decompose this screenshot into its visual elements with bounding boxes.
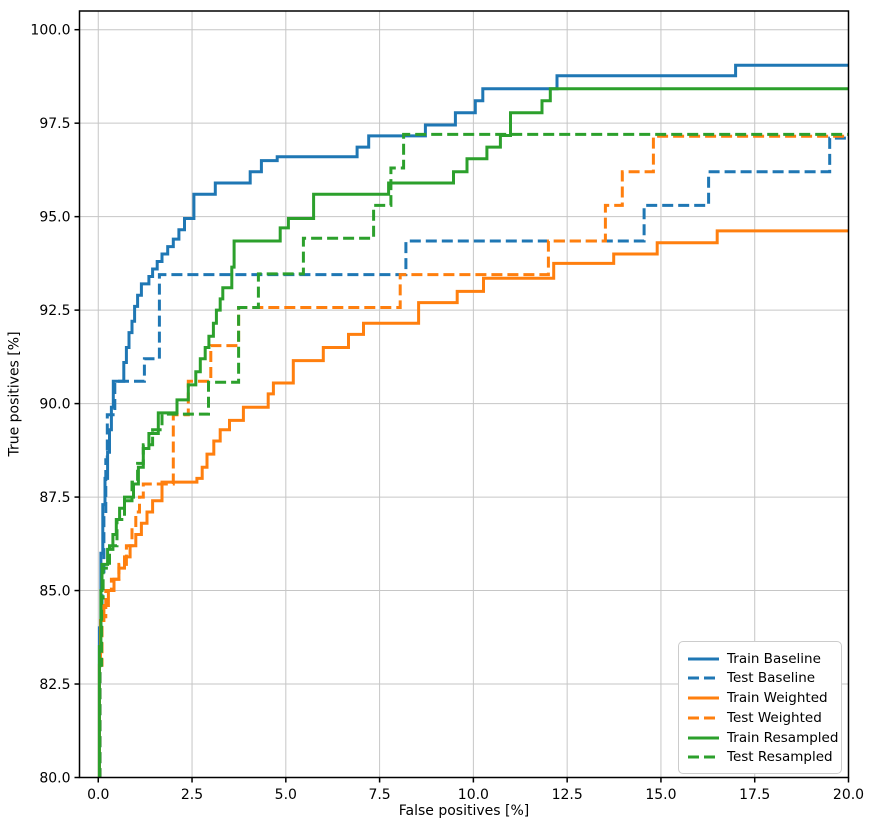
legend-item-test-baseline: Test Baseline bbox=[688, 669, 835, 688]
legend-item-train-baseline: Train Baseline bbox=[688, 649, 835, 668]
x-tick-label: 0.0 bbox=[87, 787, 109, 803]
y-tick-label: 97.5 bbox=[39, 116, 70, 132]
legend-item-test-resampled: Test Resampled bbox=[688, 748, 835, 767]
curve-train-weighted bbox=[97, 229, 849, 778]
legend-item-train-resampled: Train Resampled bbox=[688, 728, 839, 747]
curve-test-weighted bbox=[98, 134, 849, 778]
legend-sample-train-baseline bbox=[688, 657, 719, 660]
legend-label: Train Baseline bbox=[727, 650, 821, 667]
legend-item-test-weighted: Test Weighted bbox=[688, 708, 835, 727]
x-tick-label: 15.0 bbox=[645, 787, 676, 803]
y-tick-label: 92.5 bbox=[39, 303, 70, 319]
legend-label: Train Weighted bbox=[727, 690, 828, 707]
x-tick-label: 12.5 bbox=[552, 787, 583, 803]
legend-label: Test Resampled bbox=[727, 749, 833, 766]
gridlines bbox=[79, 11, 849, 778]
y-tick-label: 100.0 bbox=[30, 23, 70, 39]
y-tick-label: 90.0 bbox=[39, 397, 70, 413]
legend-sample-test-weighted bbox=[688, 716, 719, 720]
series-curves bbox=[97, 63, 849, 778]
y-tick-label: 80.0 bbox=[39, 771, 70, 787]
legend-sample-test-resampled bbox=[688, 755, 719, 759]
y-tick-label: 95.0 bbox=[39, 210, 70, 226]
legend-sample-test-baseline bbox=[688, 676, 719, 680]
y-tick-label: 85.0 bbox=[39, 584, 70, 600]
y-tick-label: 82.5 bbox=[39, 677, 70, 693]
y-axis-title: True positives [%] bbox=[6, 331, 23, 457]
legend-label: Test Weighted bbox=[727, 709, 822, 726]
legend-item-train-weighted: Train Weighted bbox=[688, 689, 835, 708]
x-tick-label: 5.0 bbox=[275, 787, 297, 803]
legend-label: Test Baseline bbox=[727, 670, 816, 687]
x-tick-label: 20.0 bbox=[833, 787, 864, 803]
x-tick-label: 17.5 bbox=[739, 787, 770, 803]
y-tick-label: 87.5 bbox=[39, 490, 70, 506]
x-axis-title: False positives [%] bbox=[398, 803, 530, 819]
curve-test-resampled bbox=[98, 132, 849, 778]
plot-spines bbox=[78, 10, 850, 779]
axes-ticks-and-spines: 0.0 2.5 5.0 7.5 10.0 12.5 15.0 17.5 20.0 80.0 82.5… bbox=[30, 10, 864, 803]
x-tick-label: 10.0 bbox=[458, 787, 489, 803]
legend: Train Baseline Test Baseline Train Weigh… bbox=[678, 641, 842, 774]
legend-sample-train-weighted bbox=[688, 696, 719, 700]
legend-label: Train Resampled bbox=[727, 729, 839, 746]
x-tick-label: 7.5 bbox=[368, 787, 390, 803]
x-tick-label: 2.5 bbox=[181, 787, 203, 803]
legend-sample-train-resampled bbox=[688, 736, 719, 740]
